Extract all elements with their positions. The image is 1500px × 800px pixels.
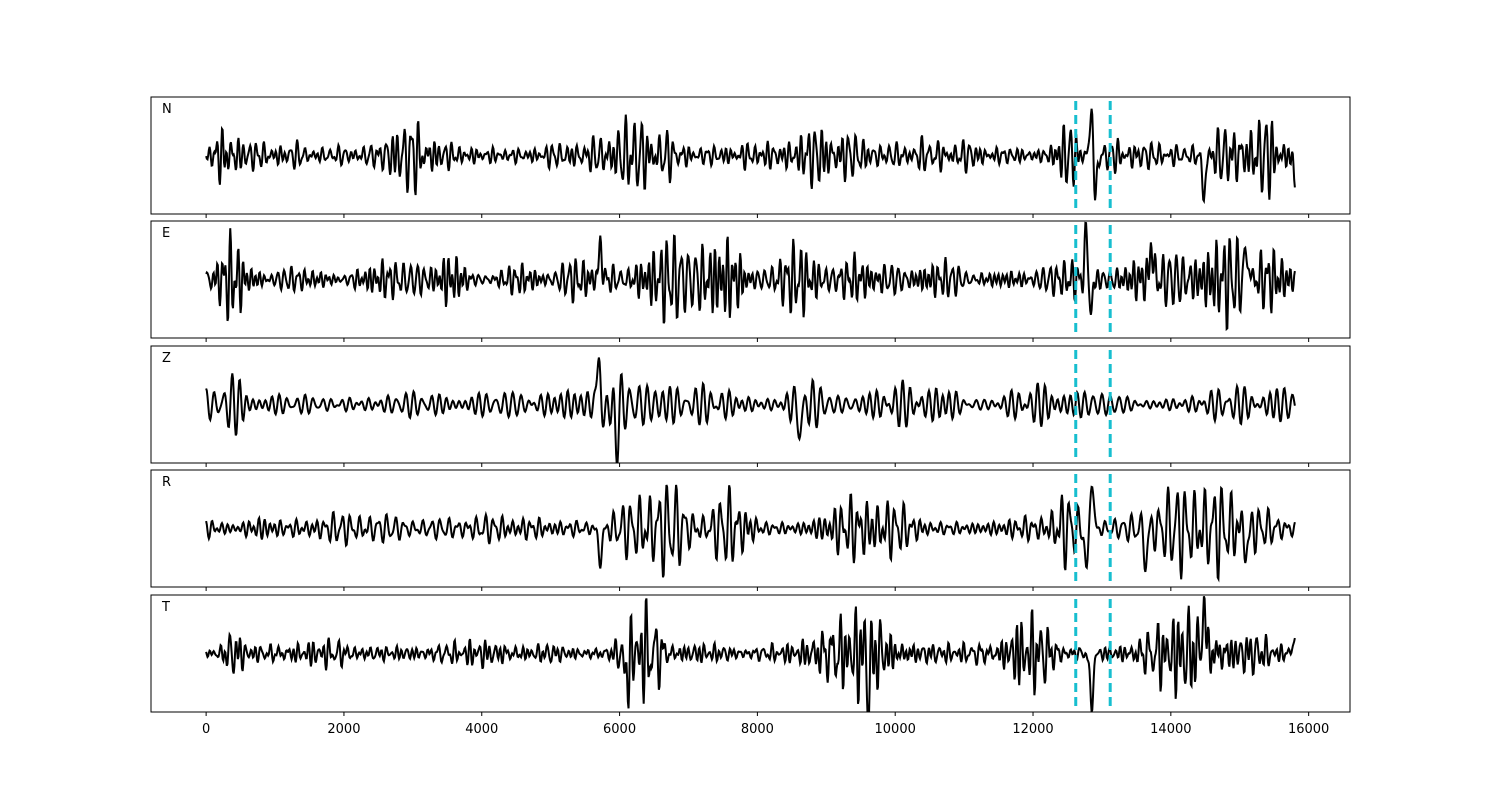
x-tick-label: 10000 (875, 722, 916, 737)
panel-z: Z (150, 345, 1351, 467)
x-tick-label: 4000 (465, 722, 498, 737)
panel-t: T (150, 594, 1351, 716)
panel-frame (150, 220, 1351, 339)
panel-label: E (162, 226, 170, 241)
panel-frame (150, 345, 1351, 464)
x-tick-label: 2000 (327, 722, 360, 737)
panel-label: T (161, 600, 170, 615)
panel-frame (150, 96, 1351, 215)
x-tick-label: 8000 (741, 722, 774, 737)
panel-label: N (162, 102, 172, 117)
x-tick-label: 0 (202, 722, 210, 737)
waveform-trace-n (205, 108, 1296, 205)
panel-frame (150, 469, 1351, 588)
panel-label: Z (162, 351, 171, 366)
x-axis: 0 2000 4000 6000 8000 10000 12000 14000 16000 (202, 722, 1329, 737)
panel-r: R (150, 469, 1351, 591)
panel-n: N (150, 96, 1351, 218)
panel-label: R (162, 475, 171, 490)
waveform-trace-e (205, 221, 1296, 332)
panel-frame (150, 594, 1351, 713)
waveform-trace-t (205, 595, 1296, 712)
x-tick-label: 6000 (603, 722, 636, 737)
waveform-trace-z (205, 357, 1296, 463)
x-tick-label: 16000 (1288, 722, 1329, 737)
x-tick-label: 14000 (1150, 722, 1191, 737)
x-tick-label: 12000 (1012, 722, 1053, 737)
panel-e: E (150, 220, 1351, 342)
waveform-trace-r (205, 484, 1296, 583)
